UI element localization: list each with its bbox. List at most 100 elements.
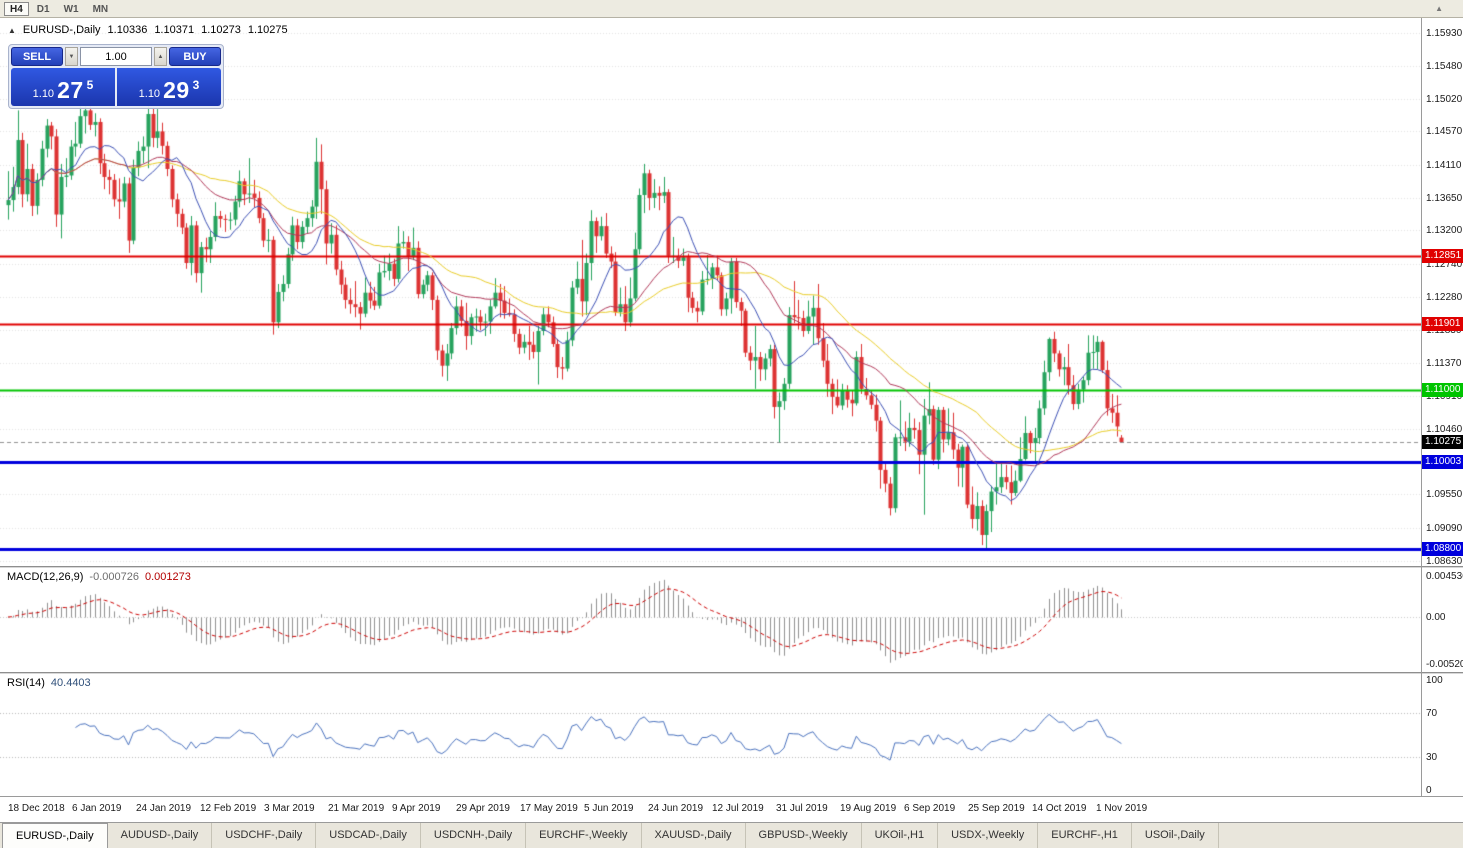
panel-separator[interactable]: [0, 566, 1463, 568]
rsi-axis-tick: 30: [1426, 752, 1438, 763]
timeframe-button-mn[interactable]: MN: [87, 2, 115, 16]
macd-axis-tick: 0.004536: [1426, 571, 1463, 582]
price-axis-tick: 1.08630: [1426, 556, 1463, 567]
date-axis-label: 6 Jan 2019: [72, 803, 122, 814]
chart-tab-bar: EURUSD-,Daily AUDUSD-,Daily USDCHF-,Daily U…: [0, 822, 1463, 848]
price-axis-tick: 1.15480: [1426, 60, 1463, 72]
buy-price-prefix: 1.10: [138, 88, 161, 100]
chart-tab-gbpusd-weekly[interactable]: GBPUSD-,Weekly: [746, 823, 862, 848]
date-axis-label: 25 Sep 2019: [968, 803, 1025, 814]
date-axis-label: 21 Mar 2019: [328, 803, 385, 814]
price-level-badge[interactable]: 1.12851: [1422, 248, 1463, 263]
price-axis-tick: 1.09090: [1426, 522, 1463, 534]
ohlc-low: 1.10273: [201, 24, 241, 36]
date-axis-label: 9 Apr 2019: [392, 803, 441, 814]
rsi-axis-tick: 0: [1426, 785, 1432, 796]
sell-quote[interactable]: 1.10 27 5: [11, 68, 115, 106]
price-level-badge[interactable]: 1.11901: [1422, 317, 1463, 332]
date-axis-label: 19 Aug 2019: [840, 803, 897, 814]
buy-price-big: 29: [163, 77, 190, 103]
date-axis-label: 12 Jul 2019: [712, 803, 764, 814]
rsi-axis-tick: 70: [1426, 708, 1438, 719]
price-axis-tick: 1.10910: [1426, 391, 1463, 403]
date-axis-label: 29 Apr 2019: [456, 803, 510, 814]
price-axis-tick: 1.10460: [1426, 423, 1463, 435]
chart-tab-xauusd-daily[interactable]: XAUUSD-,Daily: [642, 823, 746, 848]
price-level-badge[interactable]: 1.10003: [1422, 454, 1463, 469]
date-axis-label: 14 Oct 2019: [1032, 803, 1087, 814]
timeframe-button-d1[interactable]: D1: [31, 2, 56, 16]
macd-axis-tick: -0.005205: [1426, 659, 1463, 670]
rsi-panel-canvas[interactable]: [0, 674, 1421, 796]
timeframe-button-h4[interactable]: H4: [4, 1, 29, 16]
chart-tab-usdcnh-daily[interactable]: USDCNH-,Daily: [421, 823, 527, 848]
chart-tab-usdchf-daily[interactable]: USDCHF-,Daily: [212, 823, 317, 848]
price-axis-tick: 1.09550: [1426, 489, 1463, 501]
date-axis-label: 12 Feb 2019: [200, 803, 257, 814]
ohlc-high: 1.10371: [154, 24, 195, 36]
buy-price-pipette: 3: [192, 78, 200, 92]
date-axis-label: 1 Nov 2019: [1096, 803, 1148, 814]
timeframe-toolbar: H4 D1 W1 MN ▲: [0, 0, 1463, 18]
price-axis-tick: 1.13650: [1426, 192, 1463, 204]
date-axis-label: 31 Jul 2019: [776, 803, 828, 814]
buy-button[interactable]: BUY: [169, 47, 221, 66]
macd-label: MACD(12,26,9) -0.000726 0.001273: [7, 571, 191, 583]
chart-tab-usdcad-daily[interactable]: USDCAD-,Daily: [316, 823, 421, 848]
sell-price-big: 27: [57, 77, 84, 103]
date-axis-label: 24 Jan 2019: [136, 803, 192, 814]
rsi-label: RSI(14) 40.4403: [7, 677, 91, 689]
date-axis-label: 18 Dec 2018: [8, 803, 65, 814]
chart-tab-eurchf-weekly[interactable]: EURCHF-,Weekly: [526, 823, 642, 848]
chart-symbol-period: EURUSD-,Daily: [22, 24, 101, 36]
one-click-trading-panel: SELL ▼ ▲ BUY 1.10 27 5 1.10 29 3: [8, 44, 224, 109]
macd-name: MACD(12,26,9): [7, 571, 84, 583]
date-axis-label: 17 May 2019: [520, 803, 578, 814]
chart-ohlc-header: ▲ EURUSD-,Daily 1.10336 1.10371 1.10273 …: [8, 24, 288, 36]
price-axis-tick: 1.15930: [1426, 28, 1463, 39]
scroll-up-icon[interactable]: ▲: [1435, 4, 1443, 13]
ohlc-open: 1.10336: [107, 24, 148, 36]
chart-tab-ukoil-h1[interactable]: UKOil-,H1: [862, 823, 939, 848]
main-chart-canvas[interactable]: [0, 18, 1421, 566]
date-axis-label: 6 Sep 2019: [904, 803, 956, 814]
volume-input[interactable]: [80, 47, 152, 66]
macd-axis-tick: 0.00: [1426, 611, 1446, 623]
sell-price-pipette: 5: [86, 78, 94, 92]
chart-tab-usoil-daily[interactable]: USOil-,Daily: [1132, 823, 1219, 848]
macd-panel-canvas[interactable]: [0, 568, 1421, 672]
price-axis-tick: 1.12740: [1426, 258, 1463, 270]
price-axis-tick: 1.12280: [1426, 292, 1463, 303]
chart-tab-eurusd-daily[interactable]: EURUSD-,Daily: [2, 823, 108, 848]
date-axis[interactable]: 18 Dec 2018 6 Jan 2019 24 Jan 2019 12 Feb 2…: [0, 796, 1463, 822]
volume-decrease-icon[interactable]: ▼: [65, 47, 78, 66]
chart-tab-usdx-weekly[interactable]: USDX-,Weekly: [938, 823, 1039, 848]
macd-signal-value: 0.001273: [144, 571, 191, 583]
rsi-value: 40.4403: [50, 677, 91, 689]
date-axis-label: 24 Jun 2019: [648, 803, 704, 814]
panel-separator[interactable]: [0, 672, 1463, 674]
price-level-badge[interactable]: 1.11000: [1422, 382, 1463, 397]
rsi-axis-tick: 100: [1426, 675, 1443, 686]
price-axis-separator: [1421, 18, 1422, 796]
sell-price-prefix: 1.10: [32, 88, 55, 100]
price-axis-tick: 1.11370: [1426, 357, 1462, 369]
date-axis-label: 3 Mar 2019: [264, 803, 315, 814]
ohlc-close: 1.10275: [247, 24, 288, 36]
rsi-name: RSI(14): [7, 677, 45, 689]
collapse-trade-panel-icon[interactable]: ▲: [8, 25, 16, 35]
timeframe-button-w1[interactable]: W1: [58, 2, 85, 16]
macd-main-value: -0.000726: [89, 571, 139, 583]
price-level-badge[interactable]: 1.08800: [1422, 541, 1463, 556]
sell-button[interactable]: SELL: [11, 47, 63, 66]
buy-quote[interactable]: 1.10 29 3: [117, 68, 221, 106]
current-price-badge: 1.10275: [1422, 435, 1463, 450]
chart-tab-eurchf-h1[interactable]: EURCHF-,H1: [1038, 823, 1132, 848]
date-axis-label: 5 Jun 2019: [584, 803, 634, 814]
volume-increase-icon[interactable]: ▲: [154, 47, 167, 66]
price-axis-tick: 1.14110: [1426, 159, 1462, 171]
price-axis-tick: 1.14570: [1426, 126, 1463, 138]
price-axis-tick: 1.15020: [1426, 93, 1463, 105]
chart-tab-audusd-daily[interactable]: AUDUSD-,Daily: [108, 823, 213, 848]
